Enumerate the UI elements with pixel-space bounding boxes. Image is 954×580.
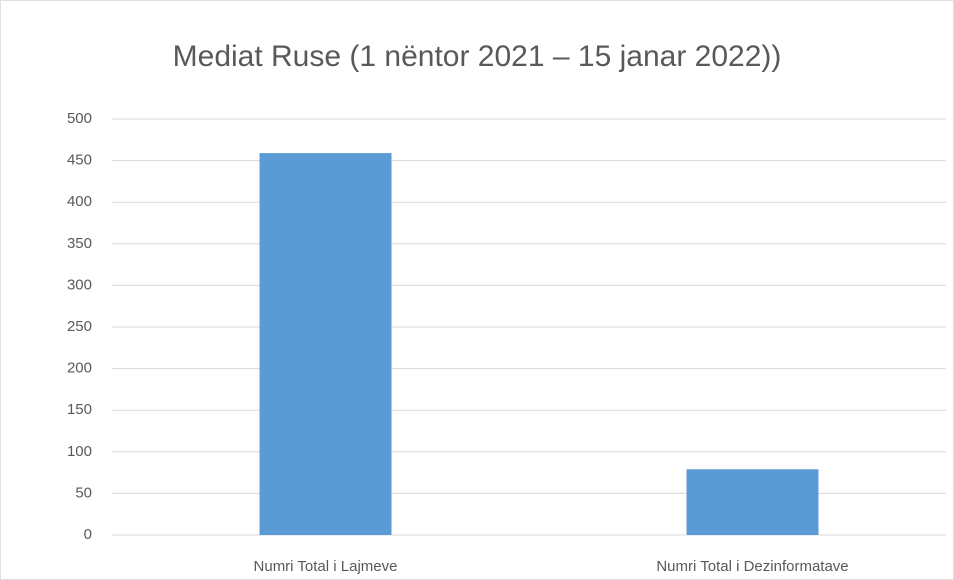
y-tick-label: 250 [67, 318, 92, 335]
chart-title: Mediat Ruse (1 nëntor 2021 – 15 janar 20… [173, 40, 782, 73]
y-tick-label: 0 [84, 526, 92, 543]
y-tick-label: 350 [67, 235, 92, 252]
y-tick-label: 500 [67, 110, 92, 127]
bar [686, 469, 819, 535]
y-tick-label: 200 [67, 360, 92, 377]
y-tick-label: 150 [67, 401, 92, 418]
y-tick-label: 300 [67, 276, 92, 293]
x-tick-label: Numri Total i Lajmeve [254, 558, 398, 575]
bar [259, 153, 392, 535]
y-tick-label: 450 [67, 152, 92, 169]
y-tick-label: 50 [75, 484, 92, 501]
x-tick-label: Numri Total i Dezinformatave [656, 558, 848, 575]
y-tick-label: 400 [67, 193, 92, 210]
y-tick-label: 100 [67, 443, 92, 460]
